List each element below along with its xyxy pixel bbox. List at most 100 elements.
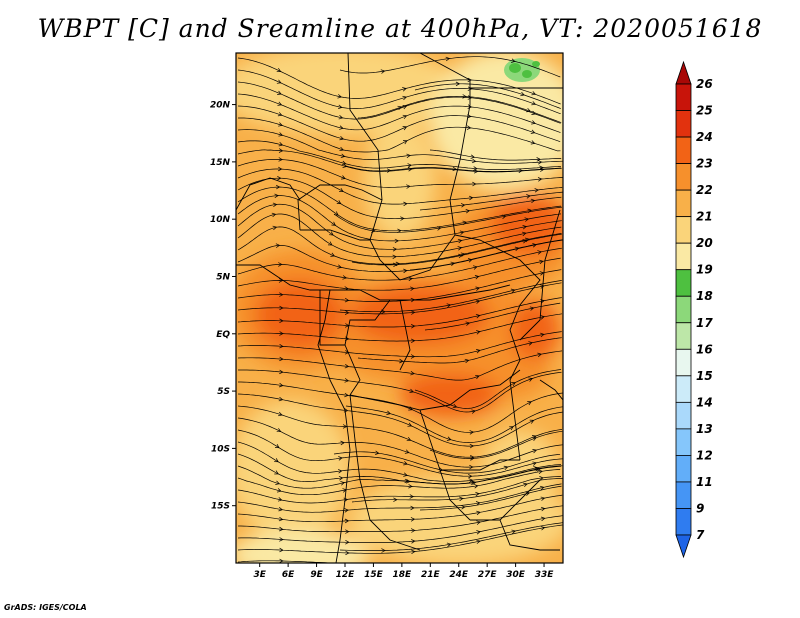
streamline-arrow xyxy=(410,517,416,522)
colorbar-segment xyxy=(675,83,692,111)
streamline-arrow xyxy=(275,480,281,485)
streamline xyxy=(237,282,562,315)
streamline-arrow xyxy=(279,305,284,311)
streamline-arrow xyxy=(338,475,344,481)
streamline xyxy=(429,149,562,161)
streamline xyxy=(237,105,561,143)
streamline-arrow xyxy=(514,246,520,252)
streamline-arrow xyxy=(406,479,411,484)
colorbar-label: 17 xyxy=(696,316,713,330)
streamline-arrow xyxy=(540,525,546,531)
streamline-arrow xyxy=(344,518,350,524)
streamline-arrow xyxy=(345,529,350,534)
streamline-arrow xyxy=(403,268,408,274)
streamline xyxy=(424,302,561,331)
streamline-arrow xyxy=(408,484,413,489)
streamline-arrow xyxy=(459,496,464,502)
streamline-arrow xyxy=(410,528,416,533)
streamline xyxy=(345,405,563,443)
colorbar-top-arrow xyxy=(675,60,692,85)
streamline-arrow xyxy=(469,430,475,435)
streamline xyxy=(414,83,561,109)
streamline xyxy=(237,453,563,485)
streamline xyxy=(237,140,561,170)
streamline-arrow xyxy=(406,436,412,442)
streamline-arrow xyxy=(279,537,284,542)
streamline-arrow xyxy=(277,90,282,95)
streamline xyxy=(419,485,562,511)
streamline-arrow xyxy=(475,501,481,506)
streamline-arrow xyxy=(537,160,543,165)
streamline-arrow xyxy=(540,315,545,320)
lon-tick-label: 6E xyxy=(282,570,295,580)
streamline-arrow xyxy=(279,547,284,553)
streamline-arrow xyxy=(445,56,451,62)
streamline-arrow xyxy=(386,168,392,173)
map-panel xyxy=(236,53,563,563)
wbpt-green-patch xyxy=(504,58,540,82)
colorbar-label: 11 xyxy=(696,475,713,489)
streamline-arrow xyxy=(468,258,473,263)
streamline xyxy=(419,191,563,211)
streamline-arrow xyxy=(278,507,284,512)
colorbar-label: 18 xyxy=(696,289,713,303)
streamline xyxy=(237,405,563,458)
colorbar-bottom-arrow xyxy=(675,534,692,559)
streamline-arrow xyxy=(278,382,284,388)
streamline-arrow xyxy=(278,142,284,147)
streamline-arrow xyxy=(342,275,348,280)
streamline-arrow xyxy=(467,114,472,119)
streamline-arrow xyxy=(272,225,278,231)
streamline-arrow xyxy=(537,352,542,358)
lat-tick-label: 15S xyxy=(211,502,230,512)
streamline-arrow xyxy=(278,516,284,522)
streamline-arrow xyxy=(278,132,284,137)
streamline-arrow xyxy=(344,297,350,303)
streamline-arrow xyxy=(473,169,479,174)
lon-tick-label: 18E xyxy=(393,570,413,580)
streamline-arrow xyxy=(539,475,544,481)
streamline xyxy=(237,239,563,273)
streamline-arrow xyxy=(342,163,348,168)
streamline xyxy=(357,95,562,123)
colorbar-label: 25 xyxy=(696,104,713,118)
streamline xyxy=(429,430,563,459)
streamline-arrow xyxy=(402,126,408,131)
streamline-arrow xyxy=(526,194,531,199)
streamline-arrow xyxy=(529,306,535,311)
streamline-arrow xyxy=(344,310,350,315)
streamline-arrow xyxy=(468,473,473,479)
streamline-arrow xyxy=(529,419,535,424)
streamline-arrow xyxy=(531,91,537,96)
streamline-arrow xyxy=(471,409,476,414)
streamline-arrow xyxy=(520,91,525,97)
lon-tick-label: 15E xyxy=(364,570,384,580)
streamline-arrow xyxy=(402,105,408,110)
streamline-arrow xyxy=(274,193,279,198)
streamline-arrow xyxy=(446,436,452,441)
colorbar-segment xyxy=(675,216,692,244)
streamline-arrow xyxy=(279,526,284,532)
streamline xyxy=(339,280,562,313)
streamline-arrow xyxy=(404,449,410,454)
streamline-arrow xyxy=(539,259,544,265)
streamline xyxy=(409,239,563,271)
streamline xyxy=(237,313,563,342)
streamline-arrow xyxy=(386,410,392,415)
streamline xyxy=(237,213,562,258)
streamline-arrow xyxy=(330,252,336,257)
streamline-arrow xyxy=(407,163,412,168)
streamline-arrow xyxy=(272,202,278,207)
streamline-arrow xyxy=(393,497,398,502)
streamline-arrow xyxy=(277,101,283,106)
streamline-arrow xyxy=(527,401,532,406)
streamline-arrow xyxy=(279,356,284,362)
streamline-arrow xyxy=(392,254,397,260)
streamline-arrow xyxy=(539,485,545,491)
streamline-arrow xyxy=(337,264,343,269)
streamline-arrow xyxy=(278,396,284,402)
lon-tick-label: 30E xyxy=(506,570,526,580)
streamline-arrow xyxy=(468,195,474,201)
streamline-arrow xyxy=(518,168,523,173)
streamline xyxy=(237,350,563,381)
